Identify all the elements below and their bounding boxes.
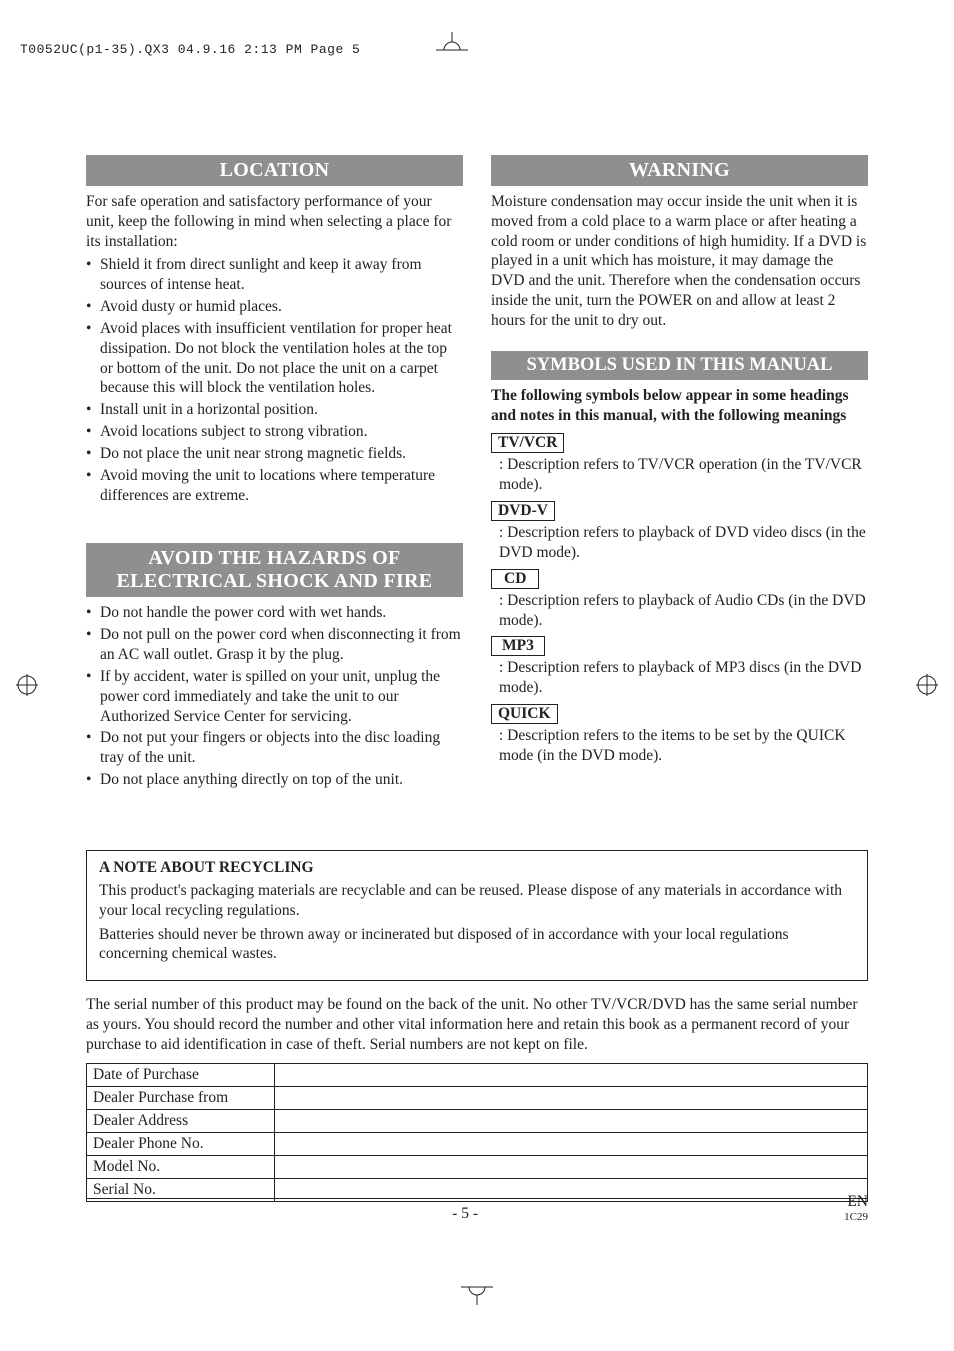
symbol-label-mp3: MP3 <box>491 636 545 656</box>
footer-right: EN 1C29 <box>844 1193 868 1223</box>
symbol-entry: CD : Description refers to playback of A… <box>491 565 868 631</box>
recycling-p1: This product's packaging materials are r… <box>99 881 855 921</box>
symbol-label-tvvcr: TV/VCR <box>491 433 564 453</box>
row-label: Dealer Address <box>87 1109 275 1132</box>
list-item: Do not pull on the power cord when disco… <box>86 625 463 665</box>
location-list: Shield it from direct sunlight and keep … <box>86 255 463 505</box>
symbol-desc: : Description refers to playback of DVD … <box>499 523 868 563</box>
right-column: WARNING Moisture condensation may occur … <box>491 155 868 794</box>
hazards-list: Do not handle the power cord with wet ha… <box>86 603 463 789</box>
table-row: Dealer Address <box>87 1109 868 1132</box>
symbol-label-cd: CD <box>491 569 539 589</box>
content-area: LOCATION For safe operation and satisfac… <box>86 155 868 1202</box>
serial-note: The serial number of this product may be… <box>86 995 868 1054</box>
row-label: Dealer Purchase from <box>87 1086 275 1109</box>
table-row: Dealer Phone No. <box>87 1132 868 1155</box>
row-label: Date of Purchase <box>87 1063 275 1086</box>
list-item: Avoid moving the unit to locations where… <box>86 466 463 506</box>
recycling-heading: A NOTE ABOUT RECYCLING <box>99 859 855 877</box>
registration-mark-bottom-icon <box>455 1281 499 1303</box>
page-number: - 5 - <box>452 1205 478 1223</box>
list-item: Avoid locations subject to strong vibrat… <box>86 422 463 442</box>
warning-heading: WARNING <box>491 155 868 186</box>
row-value[interactable] <box>275 1086 868 1109</box>
hazards-heading-line2: ELECTRICAL SHOCK AND FIRE <box>117 570 433 592</box>
symbol-desc: : Description refers to the items to be … <box>499 726 868 766</box>
recycling-note-box: A NOTE ABOUT RECYCLING This product's pa… <box>86 850 868 981</box>
left-column: LOCATION For safe operation and satisfac… <box>86 155 463 794</box>
symbol-entry: DVD-V : Description refers to playback o… <box>491 497 868 563</box>
list-item: Avoid places with insufficient ventilati… <box>86 319 463 398</box>
symbol-entry: TV/VCR : Description refers to TV/VCR op… <box>491 429 868 495</box>
recycling-p2: Batteries should never be thrown away or… <box>99 925 855 965</box>
symbol-desc: : Description refers to playback of MP3 … <box>499 658 868 698</box>
fold-mark-right-icon <box>914 672 940 698</box>
page-footer: - 5 - EN 1C29 <box>86 1193 868 1223</box>
warning-body: Moisture condensation may occur inside t… <box>491 192 868 331</box>
location-heading: LOCATION <box>86 155 463 186</box>
list-item: If by accident, water is spilled on your… <box>86 667 463 726</box>
hazards-heading: AVOID THE HAZARDS OF ELECTRICAL SHOCK AN… <box>86 543 463 597</box>
footer-code: 1C29 <box>844 1211 868 1223</box>
symbol-entry: MP3 : Description refers to playback of … <box>491 632 868 698</box>
footer-lang: EN <box>847 1193 868 1210</box>
list-item: Do not handle the power cord with wet ha… <box>86 603 463 623</box>
symbols-heading: SYMBOLS USED IN THIS MANUAL <box>491 351 868 380</box>
location-intro: For safe operation and satisfactory perf… <box>86 192 463 251</box>
list-item: Avoid dusty or humid places. <box>86 297 463 317</box>
symbols-intro: The following symbols below appear in so… <box>491 386 868 426</box>
list-item: Do not place the unit near strong magnet… <box>86 444 463 464</box>
row-label: Dealer Phone No. <box>87 1132 275 1155</box>
preflight-header: T0052UC(p1-35).QX3 04.9.16 2:13 PM Page … <box>20 42 360 57</box>
symbol-desc: : Description refers to playback of Audi… <box>499 591 868 631</box>
symbol-desc: : Description refers to TV/VCR operation… <box>499 455 868 495</box>
row-value[interactable] <box>275 1063 868 1086</box>
row-value[interactable] <box>275 1155 868 1178</box>
symbol-entry: QUICK : Description refers to the items … <box>491 700 868 766</box>
row-value[interactable] <box>275 1109 868 1132</box>
purchase-info-table: Date of Purchase Dealer Purchase from De… <box>86 1063 868 1202</box>
list-item: Shield it from direct sunlight and keep … <box>86 255 463 295</box>
list-item: Install unit in a horizontal position. <box>86 400 463 420</box>
table-row: Date of Purchase <box>87 1063 868 1086</box>
symbol-label-dvdv: DVD-V <box>491 501 555 521</box>
symbol-label-quick: QUICK <box>491 704 558 724</box>
hazards-heading-line1: AVOID THE HAZARDS OF <box>148 547 400 569</box>
row-value[interactable] <box>275 1132 868 1155</box>
row-label: Model No. <box>87 1155 275 1178</box>
fold-mark-left-icon <box>14 672 40 698</box>
table-row: Model No. <box>87 1155 868 1178</box>
list-item: Do not place anything directly on top of… <box>86 770 463 790</box>
list-item: Do not put your fingers or objects into … <box>86 728 463 768</box>
page: T0052UC(p1-35).QX3 04.9.16 2:13 PM Page … <box>0 0 954 1351</box>
registration-mark-icon <box>430 32 474 54</box>
table-row: Dealer Purchase from <box>87 1086 868 1109</box>
